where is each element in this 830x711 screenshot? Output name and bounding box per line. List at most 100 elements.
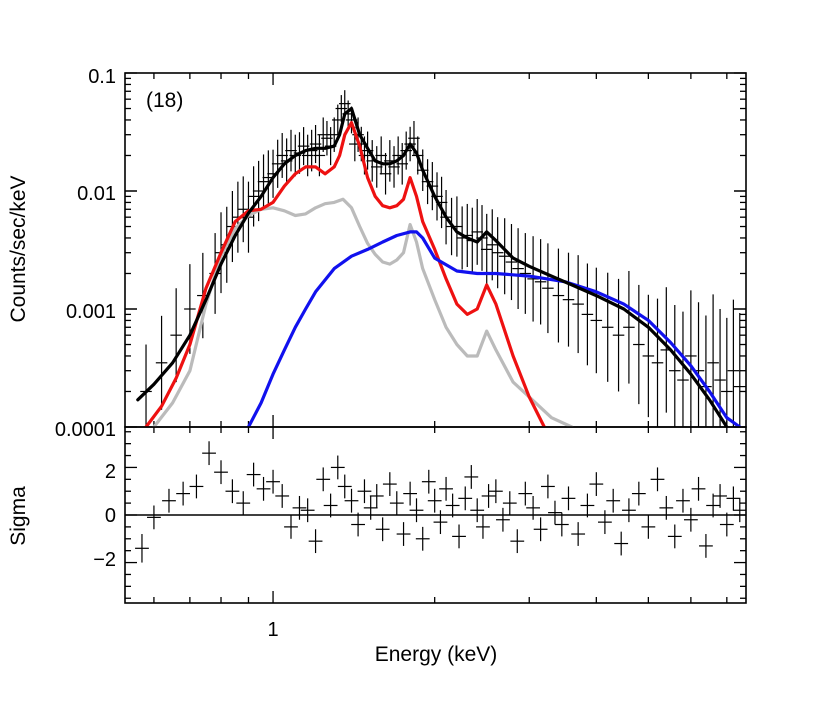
- residual-data-point: [598, 510, 612, 535]
- residual-data-point: [496, 507, 510, 532]
- spectrum-data-point: [590, 267, 603, 374]
- spectrum-data-point: [498, 218, 511, 295]
- residual-data-points: [135, 441, 746, 563]
- residual-data-point: [275, 484, 290, 508]
- spectrum-data-point: [257, 154, 270, 209]
- residual-data-point: [667, 524, 682, 549]
- spectrum-data-point: [155, 315, 168, 410]
- residual-data-point: [481, 484, 496, 508]
- residual-data-point: [214, 460, 228, 485]
- residual-data-point: [225, 479, 240, 504]
- residual-data-point: [631, 481, 646, 506]
- residual-data-point: [375, 517, 390, 542]
- residual-data-point: [719, 512, 734, 537]
- spectrum-data-point: [685, 290, 697, 422]
- spectrum-panel: (18) 0.1 0.01 0.001 0.0001 Counts/sec/ke…: [7, 66, 747, 441]
- residual-data-point: [518, 481, 533, 506]
- y-tick-label-0.0001: 0.0001: [55, 419, 116, 441]
- residual-data-point: [189, 474, 204, 499]
- residual-data-point: [363, 495, 378, 520]
- spectrum-data-point: [505, 224, 518, 301]
- residual-data-point: [659, 495, 674, 520]
- residual-data-point: [676, 488, 690, 513]
- residual-data-point: [445, 493, 460, 518]
- spectrum-data-point: [471, 199, 483, 265]
- residual-data-point: [526, 495, 540, 520]
- residual-data-point: [476, 515, 490, 539]
- residual-data-point: [706, 493, 720, 518]
- spectrum-data-point: [572, 255, 584, 354]
- spectrum-data-point: [612, 278, 625, 392]
- panel-annotation: (18): [146, 89, 183, 112]
- residual-data-point: [622, 498, 636, 523]
- residual-data-point: [323, 493, 338, 518]
- residual-y-tick-label-neg2: −2: [93, 549, 116, 571]
- residual-data-point: [202, 441, 216, 466]
- spectrum-data-point: [170, 288, 182, 383]
- residual-data-point: [713, 484, 727, 508]
- residual-plot-area: [135, 441, 746, 563]
- spectrum-data-point: [633, 284, 645, 405]
- spectrum-data-point: [714, 309, 726, 427]
- residual-data-point: [699, 534, 713, 558]
- residual-data-point: [683, 507, 698, 532]
- residual-data-point: [147, 505, 161, 530]
- residual-data-point: [641, 515, 656, 539]
- residual-data-point: [427, 488, 442, 513]
- x-tick-label-1: 1: [267, 619, 278, 641]
- spectrum-data-point: [247, 166, 260, 227]
- residual-data-point: [344, 488, 359, 513]
- spectrum-data-point: [276, 133, 288, 178]
- residual-data-point: [351, 512, 365, 537]
- spectrum-data-point: [721, 317, 733, 427]
- residual-data-point: [439, 476, 453, 501]
- residual-data-point: [403, 481, 418, 506]
- residual-data-point: [415, 526, 430, 551]
- spectrum-data-point: [642, 294, 655, 418]
- series-red-component: [144, 120, 546, 427]
- series-total-model: [136, 106, 729, 427]
- residual-data-point: [266, 469, 280, 494]
- x-axis-title-energy: Energy (keV): [375, 643, 498, 666]
- residual-data-point: [452, 524, 466, 549]
- residual-tick-marks: [125, 427, 746, 603]
- spectrum-data-point: [562, 252, 575, 347]
- residual-data-point: [300, 498, 315, 523]
- y-tick-label-0.001: 0.001: [66, 301, 116, 323]
- residual-data-point: [337, 474, 352, 499]
- residual-data-point: [396, 522, 411, 546]
- y-axis-title-sigma: Sigma: [7, 486, 30, 546]
- spectrum-data-point: [512, 228, 524, 309]
- series-blue-component: [246, 230, 742, 427]
- spectrum-data-points: [140, 90, 746, 427]
- residual-data-point: [458, 486, 473, 511]
- residual-data-point: [470, 498, 485, 523]
- residual-data-point: [316, 467, 331, 492]
- series-gray-component: [152, 197, 574, 427]
- residual-y-tick-label-0: 0: [105, 505, 116, 527]
- spectrum-data-point: [552, 248, 565, 343]
- spectrum-data-point: [486, 209, 499, 281]
- residual-data-point: [541, 474, 555, 499]
- spectrum-data-point: [534, 239, 547, 325]
- spectrum-data-point: [271, 139, 284, 188]
- spectrum-plot-area: [136, 90, 746, 427]
- spectrum-model-curves: [136, 106, 742, 427]
- residual-data-point: [409, 498, 424, 523]
- spectrum-data-point: [491, 217, 504, 289]
- residual-data-point: [236, 491, 251, 515]
- residual-panel: 2 0 −2 Sigma 1 Energy (keV): [7, 426, 747, 666]
- spectrum-data-point: [237, 176, 249, 243]
- residual-data-point: [162, 488, 176, 513]
- spectrum-data-point: [677, 311, 689, 427]
- residual-data-point: [308, 529, 323, 554]
- residual-data-point: [510, 529, 525, 554]
- spectrum-data-point: [370, 146, 383, 188]
- residual-data-point: [650, 467, 665, 492]
- residual-data-point: [256, 476, 271, 501]
- residual-data-point: [580, 493, 595, 518]
- spectrum-data-point: [651, 298, 664, 427]
- spectrum-data-point: [623, 270, 635, 384]
- spectrum-data-point: [669, 305, 681, 427]
